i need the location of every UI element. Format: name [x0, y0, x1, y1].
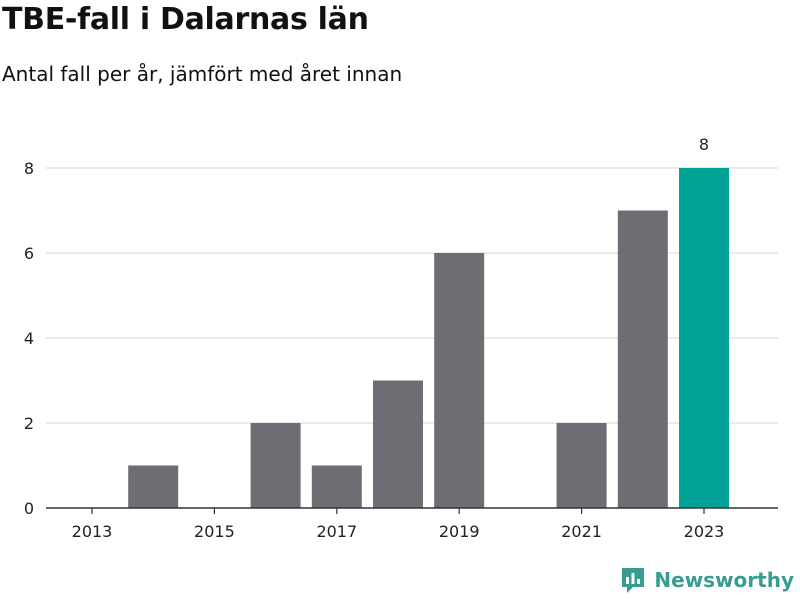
x-tick-label: 2015 [194, 522, 235, 541]
y-tick-label: 0 [24, 499, 34, 518]
x-tick-label: 2013 [72, 522, 113, 541]
y-tick-label: 8 [24, 159, 34, 178]
bars [128, 168, 729, 508]
newsworthy-logo: Newsworthy [620, 566, 794, 594]
labels: 0 2 4 6 8 2013 2015 2017 2019 2021 2023 8 [24, 135, 725, 541]
bar-2016 [250, 423, 301, 508]
x-tick-label: 2017 [316, 522, 357, 541]
bar-2022 [617, 210, 668, 508]
y-tick-label: 2 [24, 414, 34, 433]
y-tick-label: 4 [24, 329, 34, 348]
y-tick-label: 6 [24, 244, 34, 263]
newsworthy-logo-text: Newsworthy [654, 568, 794, 592]
bar-2021 [556, 423, 607, 508]
x-tick-label: 2021 [561, 522, 602, 541]
bar-2017 [311, 465, 362, 508]
bar-2019 [434, 253, 485, 508]
data-label-2023: 8 [699, 135, 709, 154]
bar-2023 [679, 168, 729, 508]
newsworthy-logo-icon [622, 568, 645, 593]
chart-subtitle: Antal fall per år, jämfört med året inna… [2, 62, 403, 86]
x-tick-label: 2023 [684, 522, 725, 541]
chart-title: TBE-fall i Dalarnas län [2, 2, 369, 37]
axes [46, 507, 778, 514]
bar-2018 [373, 380, 423, 508]
bar-2014 [128, 465, 179, 508]
x-tick-label: 2019 [439, 522, 480, 541]
